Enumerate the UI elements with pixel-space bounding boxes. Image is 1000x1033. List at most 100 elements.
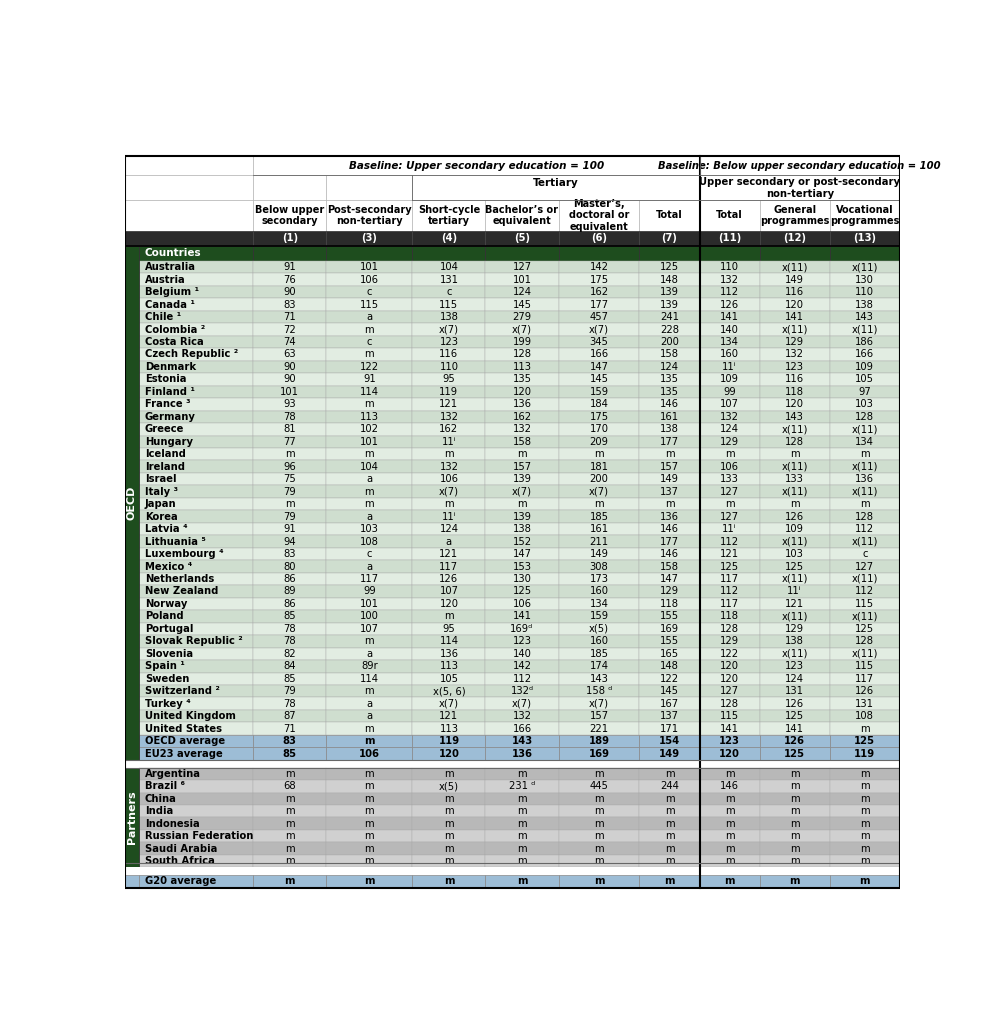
Text: 82: 82 [283, 649, 296, 659]
Bar [125, 176, 253, 200]
Text: 125: 125 [855, 624, 874, 634]
Bar [412, 410, 485, 424]
Bar [139, 361, 253, 373]
Text: m: m [285, 819, 295, 828]
Bar [412, 672, 485, 685]
Text: 101: 101 [360, 599, 379, 608]
Text: m: m [860, 769, 870, 779]
Text: Austria: Austria [145, 275, 186, 285]
Bar [700, 486, 760, 498]
Text: m: m [285, 793, 295, 804]
Bar [639, 572, 700, 586]
Text: m: m [665, 769, 674, 779]
Bar [139, 780, 253, 792]
Bar [326, 448, 412, 461]
Text: 125: 125 [512, 587, 532, 596]
Text: x(7): x(7) [439, 487, 459, 497]
Text: 123: 123 [512, 636, 531, 647]
Bar [639, 547, 700, 560]
Bar [253, 685, 326, 697]
Bar [700, 473, 760, 486]
Text: 83: 83 [284, 300, 296, 310]
Text: 76: 76 [283, 275, 296, 285]
Text: m: m [724, 876, 735, 886]
Text: m: m [285, 856, 295, 866]
Bar [559, 286, 639, 299]
Text: 138: 138 [660, 425, 679, 434]
Bar [253, 648, 326, 660]
Bar [326, 523, 412, 535]
Text: 71: 71 [283, 312, 296, 322]
Bar [700, 311, 760, 323]
Bar [326, 805, 412, 817]
Text: 120: 120 [438, 749, 459, 758]
Text: 124: 124 [785, 674, 804, 684]
Text: Japan: Japan [145, 499, 176, 509]
Bar [412, 722, 485, 734]
Bar [639, 685, 700, 697]
Bar [760, 547, 830, 560]
Bar [760, 246, 830, 261]
Text: m: m [664, 876, 675, 886]
Bar [559, 373, 639, 385]
Text: 112: 112 [855, 524, 874, 534]
Bar [485, 361, 559, 373]
Bar [485, 461, 559, 473]
Text: 139: 139 [660, 300, 679, 310]
Text: x(11): x(11) [781, 324, 808, 335]
Text: 116: 116 [785, 374, 804, 384]
Text: 129: 129 [785, 624, 804, 634]
Bar [412, 523, 485, 535]
Text: Luxembourg ⁴: Luxembourg ⁴ [145, 550, 223, 559]
Bar [700, 875, 760, 887]
Text: m: m [725, 832, 734, 841]
Text: m: m [725, 499, 734, 509]
Bar [139, 635, 253, 648]
Bar [559, 230, 639, 246]
Text: EU23 average: EU23 average [145, 749, 223, 758]
Text: 221: 221 [589, 724, 609, 733]
Bar [830, 448, 900, 461]
Text: 91: 91 [283, 262, 296, 272]
Text: 95: 95 [443, 624, 455, 634]
Text: m: m [725, 856, 734, 866]
Text: 78: 78 [283, 698, 296, 709]
Bar [253, 535, 326, 547]
Text: 155: 155 [660, 612, 679, 622]
Text: x(11): x(11) [781, 462, 808, 472]
Bar [639, 660, 700, 672]
Bar [326, 323, 412, 336]
Text: 147: 147 [660, 574, 679, 584]
Text: Russian Federation: Russian Federation [145, 832, 253, 841]
Bar [830, 710, 900, 722]
Text: 181: 181 [589, 462, 608, 472]
Bar [830, 424, 900, 436]
Text: OECD average: OECD average [145, 737, 225, 746]
Text: Below upper
secondary: Below upper secondary [255, 205, 324, 226]
Text: m: m [285, 449, 295, 460]
Bar [830, 817, 900, 829]
Text: m: m [665, 793, 674, 804]
Bar [125, 868, 900, 875]
Bar [253, 829, 326, 842]
Bar [559, 611, 639, 623]
Bar [760, 598, 830, 611]
Text: Turkey ⁴: Turkey ⁴ [145, 698, 191, 709]
Text: m: m [365, 781, 374, 791]
Text: 149: 149 [660, 474, 679, 484]
Text: General
programmes: General programmes [760, 205, 829, 226]
Text: 131: 131 [439, 275, 458, 285]
Text: 117: 117 [855, 674, 874, 684]
Bar [139, 535, 253, 547]
Bar [253, 385, 326, 398]
Text: 157: 157 [589, 711, 609, 721]
Bar [412, 176, 700, 200]
Bar [326, 611, 412, 623]
Text: 138: 138 [439, 312, 458, 322]
Text: Latvia ⁴: Latvia ⁴ [145, 524, 187, 534]
Text: 117: 117 [720, 599, 739, 608]
Text: Belgium ¹: Belgium ¹ [145, 287, 199, 298]
Bar [253, 286, 326, 299]
Text: 155: 155 [660, 636, 679, 647]
Text: United States: United States [145, 724, 222, 733]
